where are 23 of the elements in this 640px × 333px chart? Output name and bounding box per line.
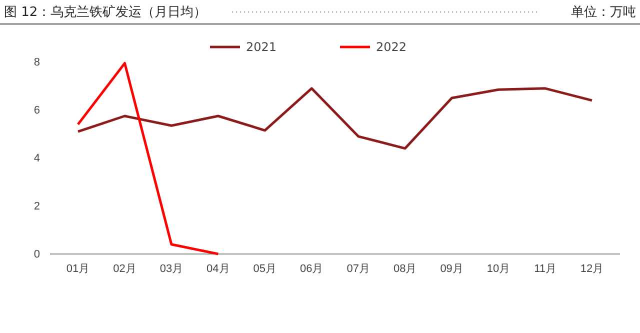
x-tick-label: 04月 [206,262,230,275]
legend-label: 2021 [246,40,277,54]
x-tick-label: 02月 [113,262,136,275]
x-tick-label: 06月 [300,262,324,275]
y-tick-label: 2 [34,200,40,213]
line-series [76,62,220,256]
x-tick-label: 01月 [66,262,90,275]
x-tick-label: 07月 [346,262,370,275]
x-tick-label: 12月 [580,262,604,275]
chart-title: 图 12：乌克兰铁矿发运（月日均） [4,5,207,20]
line-series [76,87,594,150]
y-tick-label: 0 [34,248,40,261]
chart-subtitle: 单位：万吨 [571,5,636,20]
x-tick-label: 10月 [486,262,510,275]
x-tick-label: 08月 [393,262,417,275]
y-tick-label: 6 [34,104,40,117]
y-tick-label: 4 [34,152,40,165]
y-tick-label: 8 [34,56,40,69]
legend-label: 2022 [376,40,407,54]
x-tick-label: 05月 [253,262,277,275]
x-tick-label: 11月 [534,262,556,275]
x-tick-label: 09月 [440,262,464,275]
x-tick-label: 03月 [160,262,184,275]
